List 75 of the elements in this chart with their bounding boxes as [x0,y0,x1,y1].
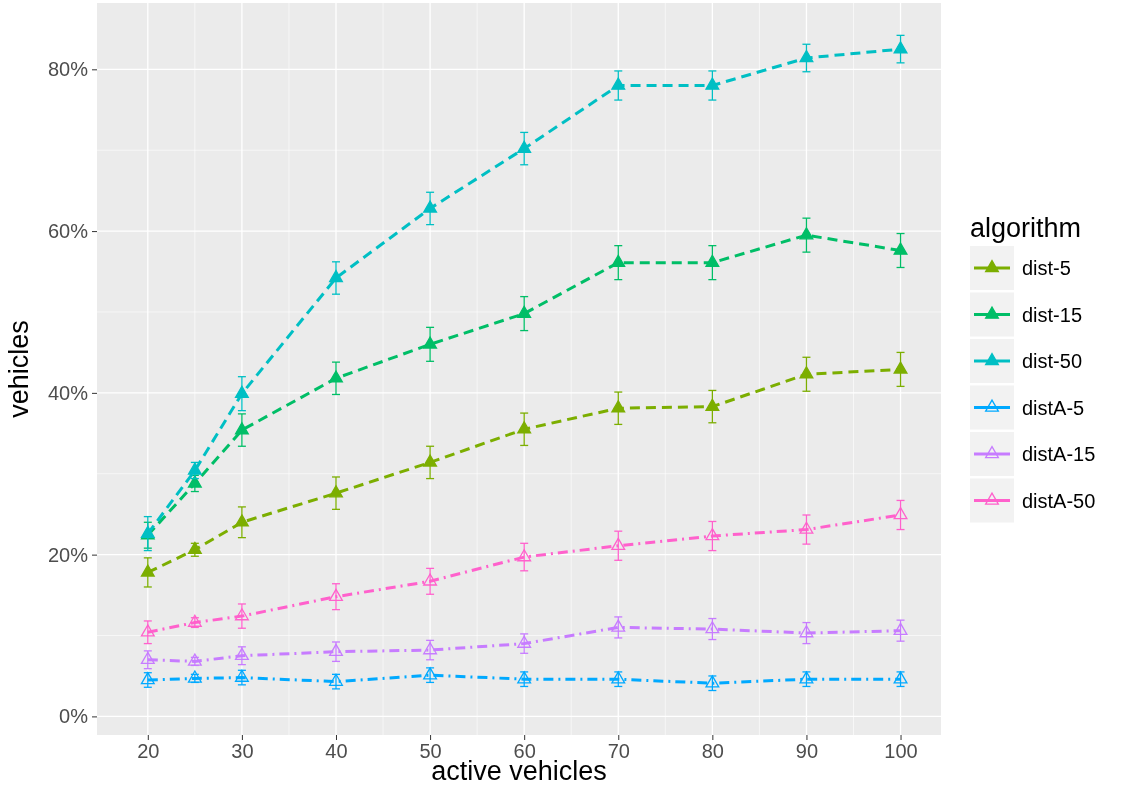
legend-label: dist-5 [1022,257,1071,279]
point [893,41,908,54]
x-tick-label: 100 [884,740,918,763]
point [893,242,908,255]
point [893,671,908,684]
point [611,671,626,684]
point [517,305,532,318]
legend-label: distA-50 [1022,489,1096,512]
point [234,669,249,682]
point [234,385,249,398]
y-tick-label: 40% [47,381,89,404]
point [517,549,532,562]
point [234,422,249,435]
point [423,200,438,213]
point [893,622,908,635]
point [799,671,814,684]
point [140,651,155,665]
point [893,361,908,374]
point [705,77,720,90]
point [517,635,532,648]
point [611,619,626,632]
point [328,370,343,383]
point [799,521,814,534]
point [423,336,438,349]
point [705,621,720,634]
point [328,673,343,686]
point [705,675,720,688]
point [328,270,343,283]
point [517,140,532,153]
point [423,454,438,467]
y-tick-label: 20% [47,543,89,566]
x-tick-label: 60 [513,740,536,763]
point [423,642,438,655]
x-tick-label: 20 [137,740,160,763]
x-tick-label: 90 [795,740,819,763]
point [517,671,532,684]
point [517,421,532,434]
legend-label: distA-15 [1022,443,1096,465]
legend-title: algorithm [970,213,1082,243]
point [893,507,908,520]
point [799,50,814,63]
x-tick-label: 50 [419,740,442,763]
point [423,573,438,586]
point [328,588,343,602]
point [328,485,343,498]
legend-label: dist-50 [1022,350,1083,372]
legend-label: dist-15 [1022,303,1083,326]
x-tick-label: 40 [325,740,348,763]
point [799,625,814,638]
y-tick-label: 0% [59,705,89,728]
y-tick-label: 80% [47,58,89,81]
y-tick-label: 60% [47,219,89,242]
point [234,514,249,527]
point [328,643,343,657]
point [423,667,438,680]
point [705,254,720,267]
legend-label: distA-5 [1022,396,1085,419]
point [611,254,626,267]
point [799,366,814,379]
point [799,227,814,240]
point [140,624,155,637]
point [611,537,626,551]
x-tick-label: 70 [607,740,630,763]
point [705,528,720,541]
point [705,398,720,411]
point [234,608,249,621]
point [140,564,155,577]
point [611,400,626,413]
point [187,475,202,488]
point [187,462,202,475]
point [234,647,249,661]
y-axis-title: vehicles [4,320,34,418]
x-tick-label: 80 [701,740,724,763]
x-tick-label: 30 [231,740,254,763]
point [611,77,626,90]
